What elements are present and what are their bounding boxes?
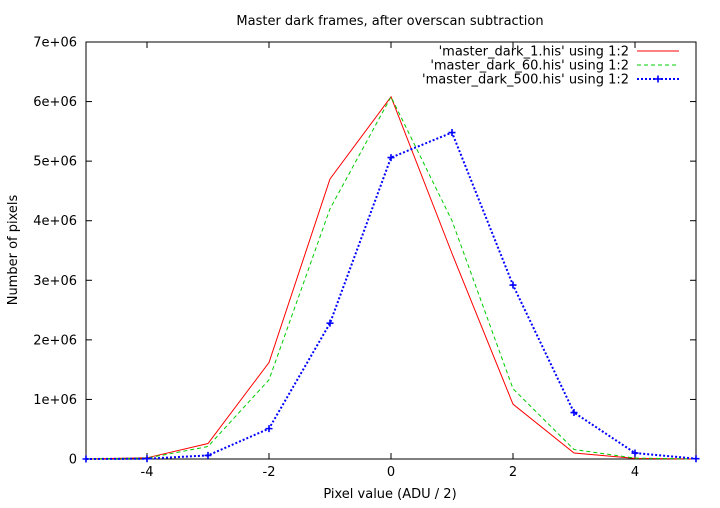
chart-title: Master dark frames, after overscan subtr… [236, 14, 543, 29]
y-tick-label: 3e+06 [33, 274, 77, 289]
data-point-marker [204, 451, 212, 459]
y-axis-label: Number of pixels [6, 194, 21, 305]
data-point-marker [326, 319, 334, 327]
data-point-marker [82, 455, 90, 463]
legend-label: 'master_dark_1.his' using 1:2 [439, 45, 629, 60]
data-point-marker [631, 449, 639, 457]
y-tick-label: 1e+06 [33, 393, 77, 408]
series-layer [82, 95, 700, 463]
legend-label: 'master_dark_500.his' using 1:2 [422, 73, 629, 88]
y-tick-label: 4e+06 [33, 214, 77, 229]
x-tick-label: 2 [509, 465, 517, 480]
x-tick-label: -4 [141, 465, 154, 480]
y-axis-ticks: 0 1e+06 2e+06 3e+06 4e+06 5e+06 6e+06 7e+06 [33, 36, 696, 468]
series-line-3 [85, 131, 697, 460]
series-line-1 [85, 95, 697, 460]
y-tick-label: 0 [69, 453, 77, 468]
y-tick-label: 5e+06 [33, 155, 77, 170]
data-point-marker [143, 455, 151, 463]
data-point-marker [387, 154, 395, 162]
data-point-marker [265, 425, 273, 433]
y-tick-label: 7e+06 [33, 36, 77, 51]
x-axis-ticks: -4 -2 0 2 4 [141, 42, 639, 480]
x-tick-label: 0 [387, 465, 395, 480]
plot-area-frame [85, 41, 697, 460]
series-line-2 [85, 95, 697, 460]
data-point-marker [448, 129, 456, 137]
data-point-marker [509, 281, 517, 289]
legend-marker [654, 75, 662, 83]
y-tick-label: 6e+06 [33, 95, 77, 110]
x-tick-label: -2 [263, 465, 276, 480]
data-point-marker [692, 455, 700, 463]
x-tick-label: 4 [631, 465, 639, 480]
legend: 'master_dark_1.his' using 1:2'master_dar… [422, 45, 679, 88]
y-tick-label: 2e+06 [33, 333, 77, 348]
data-point-marker [570, 409, 578, 417]
legend-label: 'master_dark_60.his' using 1:2 [430, 59, 629, 74]
x-axis-label: Pixel value (ADU / 2) [323, 487, 456, 502]
